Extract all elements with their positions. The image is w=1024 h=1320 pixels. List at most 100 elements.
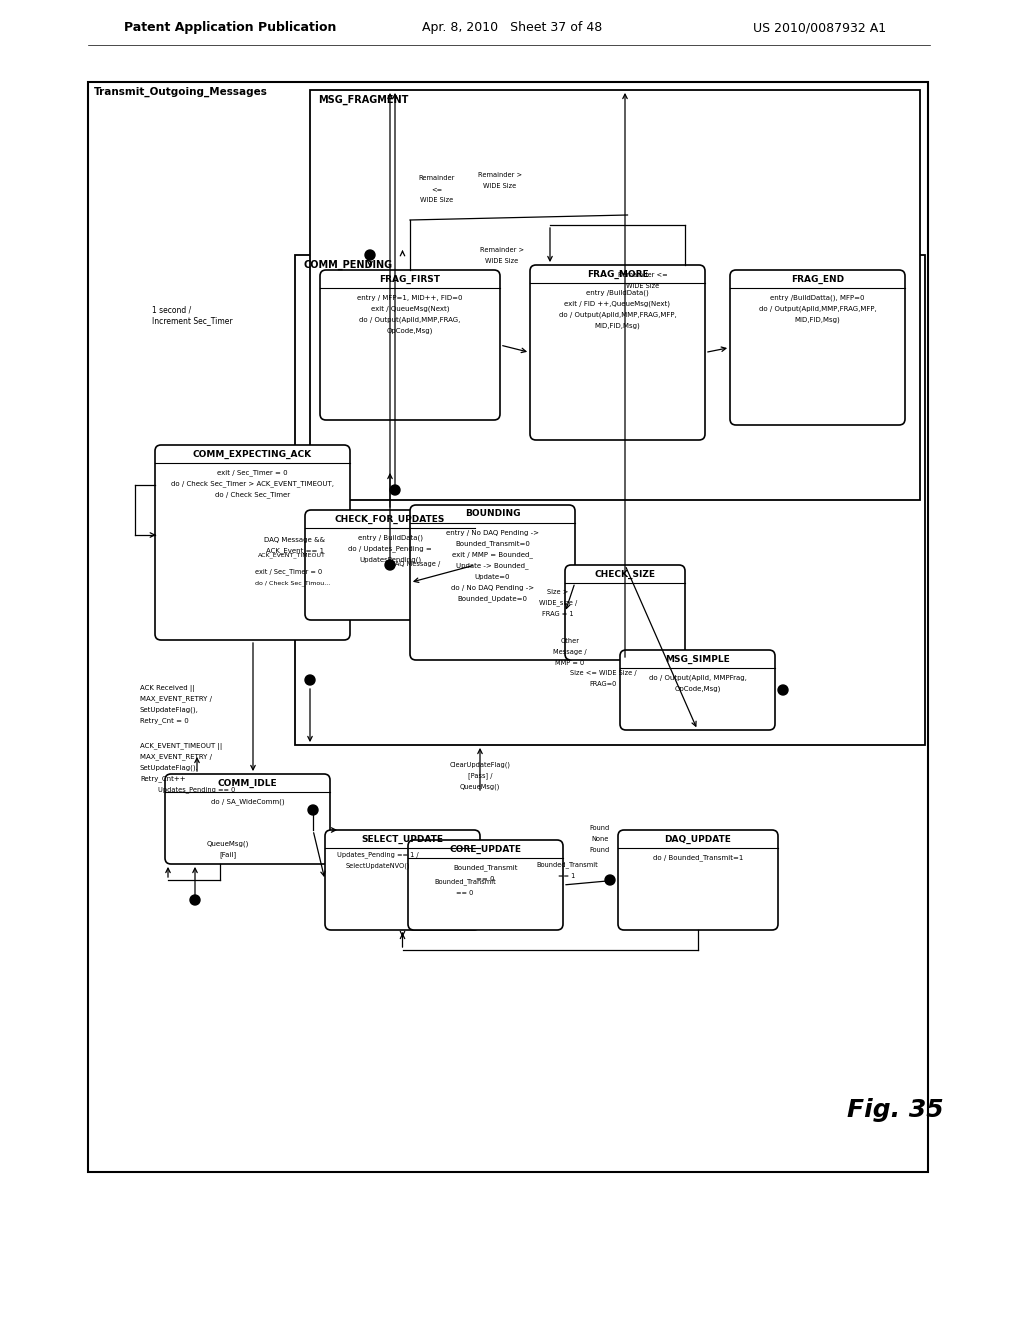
Circle shape [190,895,200,906]
Text: None: None [591,836,608,842]
Circle shape [308,805,318,814]
Text: Update=0: Update=0 [475,574,510,579]
Text: entry /BuildData(): entry /BuildData() [586,290,649,296]
Text: FRAG_MORE: FRAG_MORE [587,269,648,279]
Text: do / No DAQ Pending ->: do / No DAQ Pending -> [451,585,535,591]
FancyBboxPatch shape [410,506,575,660]
Text: == 0: == 0 [457,890,474,896]
Text: Transmit_Outgoing_Messages: Transmit_Outgoing_Messages [94,87,268,98]
Text: FRAG = 1: FRAG = 1 [543,611,573,616]
FancyBboxPatch shape [408,840,563,931]
Text: Remainder >: Remainder > [480,247,524,253]
Text: <=: <= [431,186,442,191]
Text: Patent Application Publication: Patent Application Publication [124,21,336,34]
Text: do / Output(ApIId,MMP,FRAG,MFP,: do / Output(ApIId,MMP,FRAG,MFP, [559,312,677,318]
Text: WIDE Size: WIDE Size [483,183,517,189]
Text: OpCode,Msg): OpCode,Msg) [675,686,721,692]
FancyBboxPatch shape [155,445,350,640]
Text: exit / MMP = Bounded_: exit / MMP = Bounded_ [452,552,532,558]
Text: ACK_Event == 1: ACK_Event == 1 [266,548,324,554]
Text: ACK_EVENT_TIMEOUT ||: ACK_EVENT_TIMEOUT || [140,742,222,750]
Text: SetUpdateFlag(),: SetUpdateFlag(), [140,706,199,713]
Text: Found: Found [590,847,610,853]
FancyBboxPatch shape [565,565,685,660]
Circle shape [365,249,375,260]
Text: do / Updates_Pending =: do / Updates_Pending = [348,545,432,552]
Text: QueueMsg(): QueueMsg() [207,841,249,847]
Text: Increment Sec_Timer: Increment Sec_Timer [152,317,232,326]
Circle shape [385,560,395,570]
FancyBboxPatch shape [730,271,905,425]
Text: MAX_EVENT_RETRY /: MAX_EVENT_RETRY / [140,754,212,760]
Text: Size >: Size > [547,589,568,595]
Text: MID,FID,Msg): MID,FID,Msg) [595,323,640,329]
Text: do / Bounded_Transmit=1: do / Bounded_Transmit=1 [653,854,743,862]
FancyBboxPatch shape [620,649,775,730]
Text: Bounded_Transmit=0: Bounded_Transmit=0 [455,541,530,548]
Text: SetUpdateFlag().: SetUpdateFlag(). [140,764,199,771]
Text: DAQ Message &&: DAQ Message && [264,537,326,543]
Text: FRAG=0: FRAG=0 [590,681,616,686]
Text: SELECT_UPDATE: SELECT_UPDATE [361,834,443,843]
Text: FRAG_END: FRAG_END [791,275,844,284]
Text: do / Check Sec_Timer: do / Check Sec_Timer [215,491,290,499]
Text: Size <= WIDE Size /: Size <= WIDE Size / [569,671,636,676]
Text: Apr. 8, 2010   Sheet 37 of 48: Apr. 8, 2010 Sheet 37 of 48 [422,21,602,34]
Text: [Fail]: [Fail] [219,851,237,858]
Text: ACK_EVENT_TIMEOUT: ACK_EVENT_TIMEOUT [258,552,326,558]
Circle shape [390,484,400,495]
Text: Updates_Pending == 0: Updates_Pending == 0 [159,787,236,793]
Circle shape [778,685,788,696]
Text: MMP = 0: MMP = 0 [555,660,585,667]
Text: Retry_Cnt++: Retry_Cnt++ [140,776,185,783]
Text: do / Check Sec_Timer > ACK_EVENT_TIMEOUT,: do / Check Sec_Timer > ACK_EVENT_TIMEOUT… [171,480,334,487]
Text: SelectUpdateNVO(): SelectUpdateNVO() [346,863,411,870]
FancyBboxPatch shape [165,774,330,865]
Text: Other: Other [560,638,580,644]
Text: Bounded_Transmit: Bounded_Transmit [454,865,518,871]
FancyBboxPatch shape [310,90,920,500]
Text: do / Output(ApIId,MMP,FRAG,: do / Output(ApIId,MMP,FRAG, [359,317,461,323]
Text: COMM_IDLE: COMM_IDLE [218,779,278,788]
Text: exit / QueueMsg(Next): exit / QueueMsg(Next) [371,306,450,313]
Circle shape [605,875,615,884]
Text: Fig. 35: Fig. 35 [847,1098,943,1122]
Text: [Pass] /: [Pass] / [468,772,493,779]
Text: Updates_Pending == 1 /: Updates_Pending == 1 / [337,851,419,858]
Text: MSG_FRAGMENT: MSG_FRAGMENT [318,95,409,106]
Text: MID,FID,Msg): MID,FID,Msg) [795,317,841,323]
Text: do / Check Sec_Timou...: do / Check Sec_Timou... [255,581,331,586]
FancyBboxPatch shape [325,830,480,931]
Text: Update -> Bounded_: Update -> Bounded_ [457,562,528,569]
Text: Bounded_Transmit: Bounded_Transmit [434,879,496,886]
FancyBboxPatch shape [88,82,928,1172]
Text: CHECK_FOR_UPDATES: CHECK_FOR_UPDATES [335,515,445,524]
Text: UpdatesPending(): UpdatesPending() [359,557,421,564]
Text: COMM_PENDING: COMM_PENDING [303,260,392,271]
Text: WIDE_size /: WIDE_size / [539,599,578,606]
Text: Message /: Message / [553,649,587,655]
Text: Remainder >: Remainder > [478,172,522,178]
Text: Bounded_Update=0: Bounded_Update=0 [458,595,527,602]
Text: BOUNDING: BOUNDING [465,510,520,519]
Text: QueueMsg(): QueueMsg() [460,784,500,791]
Text: CORE_UPDATE: CORE_UPDATE [450,845,521,854]
Text: == 1: == 1 [558,873,575,879]
Text: WIDE Size: WIDE Size [421,197,454,203]
Text: do / Output(ApIId,MMP,FRAG,MFP,: do / Output(ApIId,MMP,FRAG,MFP, [759,306,877,313]
Text: do / SA_WideComm(): do / SA_WideComm() [211,799,285,805]
Text: 1 second /: 1 second / [152,305,191,314]
Text: == 0: == 0 [476,876,495,882]
Text: entry /BuildDatta(), MFP=0: entry /BuildDatta(), MFP=0 [770,294,864,301]
Text: WIDE Size: WIDE Size [627,282,659,289]
Text: exit / Sec_Timer = 0: exit / Sec_Timer = 0 [255,569,323,576]
Text: Found: Found [590,825,610,832]
Text: MAX_EVENT_RETRY /: MAX_EVENT_RETRY / [140,696,212,702]
Text: Remainder: Remainder [419,176,456,181]
Circle shape [305,675,315,685]
Text: exit / Sec_Timer = 0: exit / Sec_Timer = 0 [217,470,288,477]
Text: do / Output(ApIId, MMPFrag,: do / Output(ApIId, MMPFrag, [648,675,746,681]
Text: ACK Received ||: ACK Received || [140,685,195,692]
Text: exit / FID ++,QueueMsg(Next): exit / FID ++,QueueMsg(Next) [564,301,671,308]
Text: DAQ Message /: DAQ Message / [390,561,440,568]
